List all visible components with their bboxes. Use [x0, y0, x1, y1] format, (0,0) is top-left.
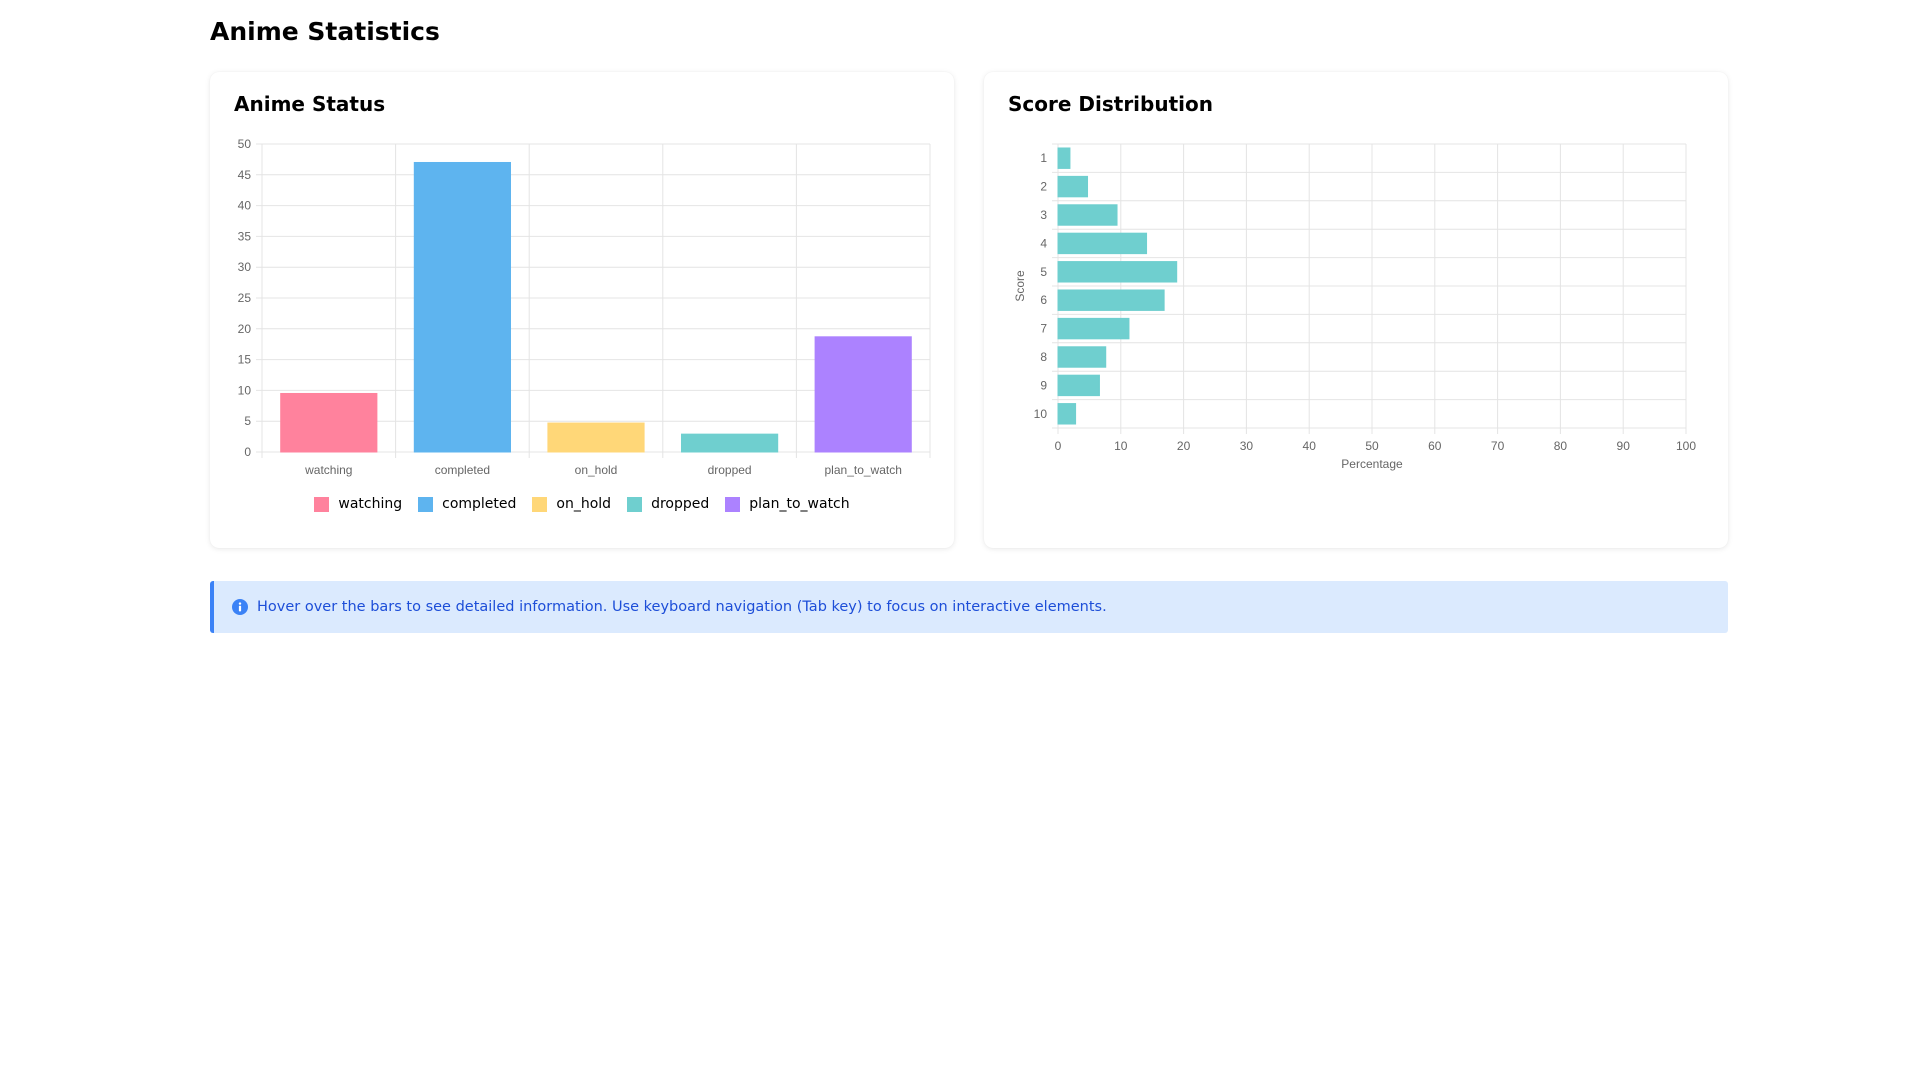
status-y-tick: 25 [238, 291, 252, 305]
score-y-tick: 4 [1040, 236, 1047, 250]
status-y-tick: 5 [244, 414, 251, 428]
legend-item-dropped[interactable]: dropped [627, 496, 709, 512]
score-x-tick: 80 [1554, 439, 1568, 453]
score-x-tick: 70 [1491, 439, 1505, 453]
legend-swatch [532, 496, 548, 512]
score-bar-5 [1057, 261, 1178, 283]
score-x-tick: 90 [1617, 439, 1631, 453]
info-banner: Hover over the bars to see detailed info… [210, 581, 1728, 633]
score-x-tick: 0 [1055, 439, 1062, 453]
legend-item-on_hold[interactable]: on_hold [532, 496, 611, 512]
score-y-tick: 2 [1040, 180, 1047, 194]
score-distribution-title: Score Distribution [1008, 92, 1213, 116]
score-y-tick: 3 [1040, 208, 1047, 222]
score-bar-3 [1057, 204, 1118, 226]
score-x-tick: 50 [1365, 439, 1379, 453]
status-y-tick: 15 [238, 353, 252, 367]
status-y-tick: 20 [238, 322, 252, 336]
score-bar-7 [1057, 317, 1130, 340]
status-bar-completed [413, 161, 511, 453]
score-x-tick: 40 [1303, 439, 1317, 453]
score-y-axis-title: Score [1013, 270, 1027, 302]
status-bar-on_hold [547, 422, 645, 453]
status-y-tick: 10 [238, 383, 252, 397]
legend-label: completed [442, 496, 517, 512]
status-x-tick: plan_to_watch [825, 463, 902, 477]
info-text: Hover over the bars to see detailed info… [257, 599, 1107, 615]
status-x-tick: on_hold [575, 463, 618, 477]
legend-label: on_hold [556, 496, 612, 512]
score-distribution-card: Score Distribution 0 10 20 30 40 50 60 70 80 90 10… [984, 72, 1728, 548]
score-y-tick: 10 [1034, 407, 1048, 421]
status-x-tick: watching [304, 463, 352, 477]
score-x-tick: 10 [1114, 439, 1128, 453]
legend-label: dropped [651, 496, 710, 512]
status-x-tick: completed [435, 463, 490, 477]
legend-item-plan_to_watch[interactable]: plan_to_watch [725, 496, 850, 512]
status-y-tick: 30 [238, 260, 252, 274]
score-bar-10 [1057, 403, 1077, 425]
score-x-tick: 60 [1428, 439, 1442, 453]
legend-label: watching [338, 496, 403, 512]
score-bar-2 [1057, 175, 1089, 198]
anime-status-chart: 0 5 10 15 20 25 30 35 40 45 50 watching completed on_… [238, 137, 931, 477]
status-y-tick: 35 [238, 229, 252, 243]
legend-swatch [314, 496, 330, 512]
legend-swatch [418, 496, 434, 512]
legend-swatch [725, 496, 741, 512]
score-bar-8 [1057, 346, 1107, 368]
status-bar-plan_to_watch [814, 336, 912, 453]
score-distribution-chart: 0 10 20 30 40 50 60 70 80 90 100 1 2 3 4 5 6 7 8 9 10 Percent… [1013, 143, 1696, 471]
score-x-axis-title: Percentage [1341, 457, 1403, 471]
score-bar-6 [1057, 289, 1165, 311]
score-y-tick: 9 [1040, 378, 1047, 392]
score-x-tick: 30 [1240, 439, 1254, 453]
anime-status-legend: watching completed on_hold dropped plan_to_w… [210, 496, 954, 512]
score-bar-1 [1057, 147, 1071, 169]
page-title: Anime Statistics [210, 17, 440, 46]
score-grid [1052, 143, 1687, 434]
score-x-tick: 20 [1177, 439, 1191, 453]
score-bar-9 [1057, 374, 1100, 397]
status-x-tick: dropped [708, 463, 752, 477]
anime-status-title: Anime Status [234, 92, 386, 116]
score-y-tick: 7 [1040, 322, 1047, 336]
legend-label: plan_to_watch [749, 496, 850, 512]
score-y-tick: 6 [1040, 293, 1047, 307]
score-y-tick: 1 [1040, 151, 1047, 165]
anime-status-card: Anime Status 0 5 10 15 20 25 30 35 40 45 50 watchin… [210, 72, 954, 548]
legend-item-watching[interactable]: watching [314, 496, 402, 512]
score-x-tick: 100 [1676, 439, 1696, 453]
status-bar-watching [280, 392, 378, 453]
status-y-tick: 0 [244, 445, 251, 459]
legend-swatch [627, 496, 643, 512]
status-y-tick: 45 [238, 168, 252, 182]
status-y-tick: 50 [238, 137, 252, 151]
legend-item-completed[interactable]: completed [418, 496, 516, 512]
status-y-tick: 40 [238, 199, 252, 213]
status-bar-dropped [681, 433, 779, 453]
score-bar-4 [1057, 232, 1148, 255]
score-y-tick: 5 [1040, 265, 1047, 279]
info-icon [232, 599, 248, 615]
score-y-tick: 8 [1040, 350, 1047, 364]
